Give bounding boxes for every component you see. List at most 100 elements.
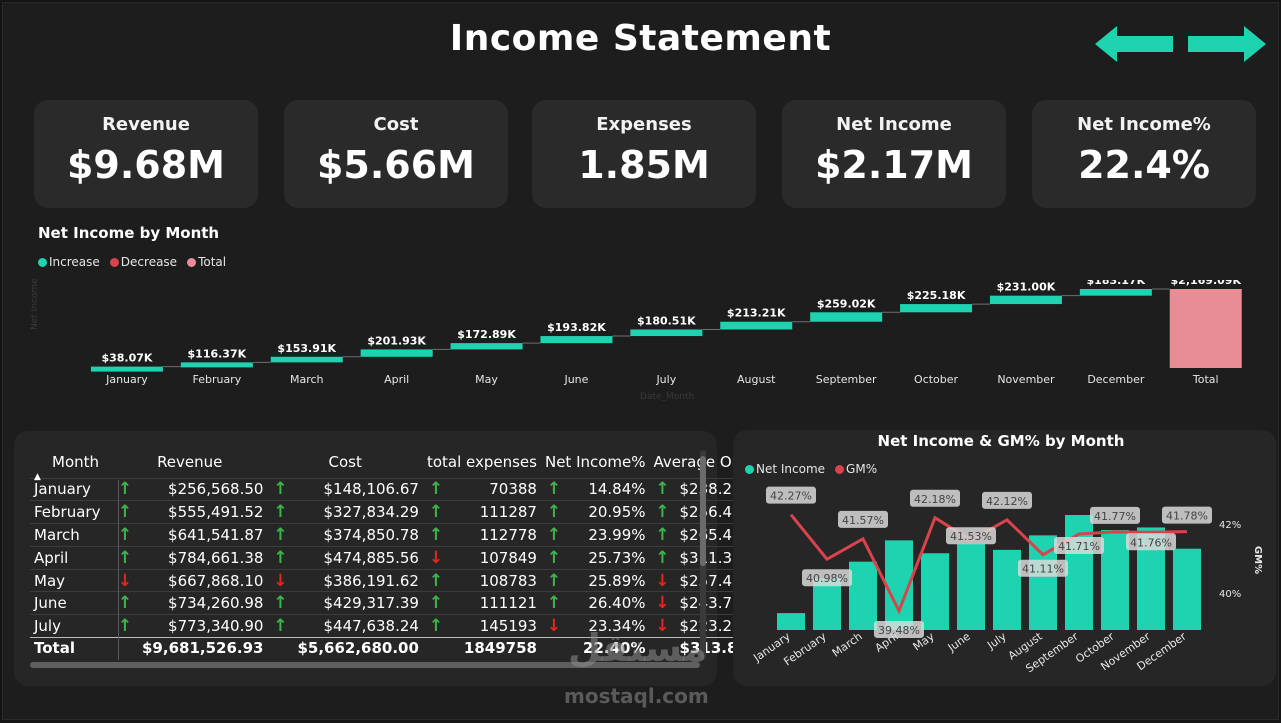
expenses-trend-icon: ↓ bbox=[422, 545, 449, 570]
expenses-trend-icon: ↑ bbox=[422, 568, 449, 592]
legend-label: Net Income bbox=[756, 462, 826, 476]
waterfall-data-label: $213.21K bbox=[727, 307, 786, 320]
net-income-trend-icon: ↑ bbox=[540, 545, 567, 570]
forward-button[interactable] bbox=[1186, 26, 1266, 62]
legend-gm-pct[interactable]: GM% bbox=[835, 462, 877, 476]
kpi-label: Net Income% bbox=[1077, 114, 1211, 135]
combo-bar bbox=[1173, 548, 1201, 630]
gm-data-label: 41.71% bbox=[1058, 540, 1100, 553]
legend-label: GM% bbox=[846, 462, 878, 476]
column-header-total-expenses[interactable]: total expenses bbox=[426, 452, 537, 471]
table-row[interactable]: May ↓ $667,868.10 ↓ $386,191.62 ↑ 108783 ↑ 25.89… bbox=[30, 568, 746, 592]
waterfall-tick-label: October bbox=[914, 373, 958, 386]
column-header-cost[interactable]: Cost bbox=[328, 452, 362, 471]
column-header-average-order[interactable]: Average Orde bbox=[653, 452, 746, 471]
average-order-trend-icon: ↑ bbox=[649, 523, 676, 547]
gm-data-label: 41.77% bbox=[1094, 510, 1136, 523]
gm-data-label-box bbox=[838, 510, 888, 528]
total-spacer bbox=[649, 637, 676, 658]
gm-data-label-box bbox=[1054, 537, 1104, 555]
net-income-trend-icon: ↑ bbox=[540, 500, 567, 524]
legend-label: Increase bbox=[49, 255, 100, 269]
monthly-table: Month ▲ Revenue Cost total expenses Net … bbox=[30, 446, 746, 658]
back-button[interactable] bbox=[1095, 26, 1175, 62]
combo-bar bbox=[1029, 535, 1057, 630]
table-row[interactable]: April ↑ $784,661.38 ↑ $474,885.56 ↓ 107849 ↑ 25.… bbox=[30, 545, 746, 570]
waterfall-bar bbox=[720, 321, 793, 330]
revenue-cell: $667,868.10 bbox=[138, 568, 268, 592]
month-cell: June bbox=[30, 591, 112, 615]
revenue-trend-icon: ↑ bbox=[112, 614, 138, 638]
waterfall-bar bbox=[989, 295, 1062, 305]
legend-total[interactable]: Total bbox=[187, 255, 226, 269]
table-row[interactable]: June ↑ $734,260.98 ↑ $429,317.39 ↑ 111121 ↑ 26.4… bbox=[30, 591, 746, 615]
total-cost-cell: $5,662,680.00 bbox=[293, 637, 423, 658]
total-avg-cell: $313.8 bbox=[675, 637, 746, 658]
net-income-trend-icon: ↑ bbox=[540, 523, 567, 547]
total-exp-cell: 1849758 bbox=[448, 637, 541, 658]
table-row[interactable]: February ↑ $555,491.52 ↑ $327,834.29 ↑ 111287 ↑… bbox=[30, 500, 746, 524]
revenue-trend-icon: ↑ bbox=[112, 591, 138, 615]
kpi-label: Net Income bbox=[836, 114, 952, 135]
combo-bar bbox=[777, 613, 805, 630]
average-order-trend-icon: ↑ bbox=[649, 477, 676, 501]
legend-decrease[interactable]: Decrease bbox=[109, 255, 177, 269]
waterfall-data-label: $172.89K bbox=[457, 328, 516, 341]
kpi-card-net-income: Net Income $2.17M bbox=[782, 100, 1006, 208]
waterfall-data-label: $2,169.09K bbox=[1171, 280, 1242, 287]
revenue-cell: $784,661.38 bbox=[138, 545, 268, 570]
legend-dot bbox=[38, 257, 47, 267]
gm-data-label: 41.78% bbox=[1166, 510, 1208, 523]
gm-data-label: 39.48% bbox=[878, 624, 920, 637]
kpi-card-revenue: Revenue $9.68M bbox=[34, 100, 258, 208]
table-row[interactable]: March ↑ $641,541.87 ↑ $374,850.78 ↑ 112778 ↑ 23.… bbox=[30, 523, 746, 547]
cost-cell: $374,850.78 bbox=[293, 523, 423, 547]
combo-bar bbox=[921, 553, 949, 630]
y2-axis-label: GM% bbox=[1252, 546, 1263, 574]
expenses-cell: 108783 bbox=[448, 568, 541, 592]
table-row[interactable]: January ↑ $256,568.50 ↑ $148,106.67 ↑ 70388 ↑ 14… bbox=[30, 477, 746, 501]
total-spacer bbox=[540, 637, 567, 658]
waterfall-tick-label: Total bbox=[1192, 373, 1219, 386]
month-cell: January bbox=[30, 477, 112, 501]
waterfall-tick-label: August bbox=[737, 373, 776, 386]
legend-net-income[interactable]: Net Income bbox=[745, 462, 825, 476]
waterfall-data-label: $225.18K bbox=[907, 289, 966, 302]
waterfall-data-label: $201.93K bbox=[367, 334, 426, 347]
waterfall-data-label: $193.82K bbox=[547, 321, 606, 334]
net-income-trend-icon: ↑ bbox=[540, 591, 567, 615]
table-row[interactable]: July ↑ $773,340.90 ↑ $447,638.24 ↑ 145193 ↓ 23.3… bbox=[30, 614, 746, 638]
waterfall-bar bbox=[450, 343, 523, 350]
combo-chart-title: Net Income & GM% by Month bbox=[877, 432, 1125, 450]
month-cell: March bbox=[30, 523, 112, 547]
cost-trend-icon: ↓ bbox=[267, 568, 294, 592]
waterfall-tick-label: November bbox=[997, 373, 1055, 386]
revenue-trend-icon: ↑ bbox=[112, 477, 138, 501]
scrollbar-thumb[interactable] bbox=[700, 456, 706, 566]
waterfall-x-axis-label: Date_Month bbox=[640, 392, 695, 402]
vertical-scrollbar[interactable] bbox=[700, 450, 706, 660]
waterfall-bar bbox=[90, 366, 163, 372]
column-header-month[interactable]: Month ▲ bbox=[30, 446, 112, 482]
net-income-pct-cell: 23.99% bbox=[566, 523, 650, 547]
waterfall-data-label: $38.07K bbox=[101, 352, 152, 365]
waterfall-bar bbox=[900, 304, 973, 313]
waterfall-data-label: $259.02K bbox=[817, 297, 876, 310]
expenses-trend-icon: ↑ bbox=[422, 523, 449, 547]
legend-increase[interactable]: Increase bbox=[38, 255, 100, 269]
waterfall-data-label: $153.91K bbox=[277, 342, 336, 355]
kpi-value: 1.85M bbox=[578, 143, 710, 187]
combo-tick-label: March bbox=[830, 630, 865, 660]
watermark-arabic: مستقل bbox=[568, 626, 707, 670]
gm-data-label-box bbox=[766, 486, 816, 504]
gm-data-label-box bbox=[1126, 533, 1176, 551]
horizontal-scrollbar[interactable] bbox=[30, 662, 700, 668]
gm-data-label: 40.98% bbox=[806, 572, 848, 585]
waterfall-chart: $38.07K January $116.37K February $153.91K Ma… bbox=[90, 280, 1242, 386]
combo-bar bbox=[849, 561, 877, 630]
waterfall-title: Net Income by Month bbox=[38, 224, 220, 242]
cost-trend-icon: ↑ bbox=[267, 500, 294, 524]
column-header-revenue[interactable]: Revenue bbox=[157, 452, 223, 471]
column-header-net-income-pct[interactable]: Net Income% bbox=[544, 452, 646, 471]
revenue-trend-icon: ↑ bbox=[112, 500, 138, 524]
